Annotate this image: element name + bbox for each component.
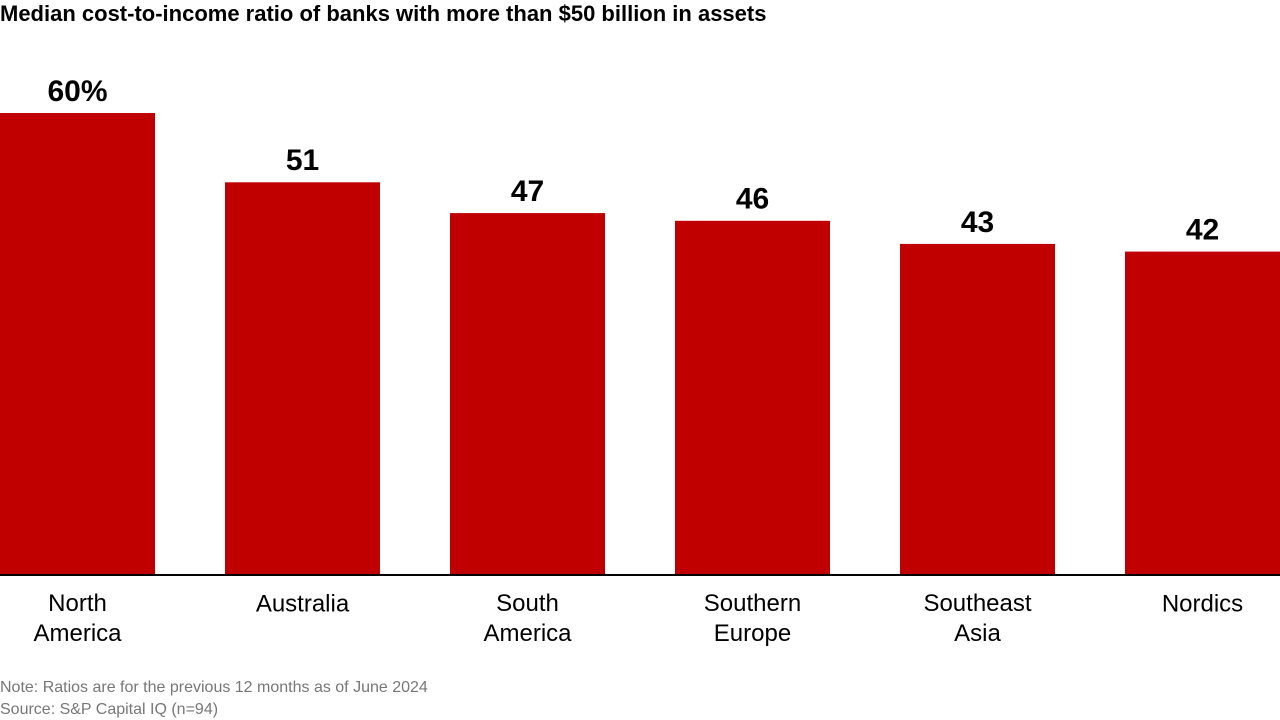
x-tick-label: Southeast Asia xyxy=(923,590,1031,647)
bar xyxy=(675,220,830,576)
source: Source: S&P Capital IQ (n=94) xyxy=(0,701,218,718)
value-label: 42 xyxy=(1186,214,1219,247)
value-label: 47 xyxy=(511,175,544,208)
bar xyxy=(1125,251,1280,575)
x-tick-label: Nordics xyxy=(1162,590,1243,617)
bar xyxy=(450,213,605,575)
note: Note: Ratios are for the previous 12 mon… xyxy=(0,679,428,696)
bar xyxy=(225,182,380,576)
chart-title: Median cost-to-income ratio of banks wit… xyxy=(0,1,766,26)
bar xyxy=(900,243,1055,575)
x-tick-label: South America xyxy=(483,590,572,647)
value-label: 46 xyxy=(736,183,769,216)
x-tick-label: Australia xyxy=(256,590,350,617)
value-label: 51 xyxy=(286,144,319,177)
x-tick-label: North America xyxy=(33,590,122,647)
x-tick-label: Southern Europe xyxy=(704,590,801,647)
value-label: 43 xyxy=(961,206,994,239)
bar xyxy=(0,113,155,575)
value-label: 60% xyxy=(47,75,107,108)
